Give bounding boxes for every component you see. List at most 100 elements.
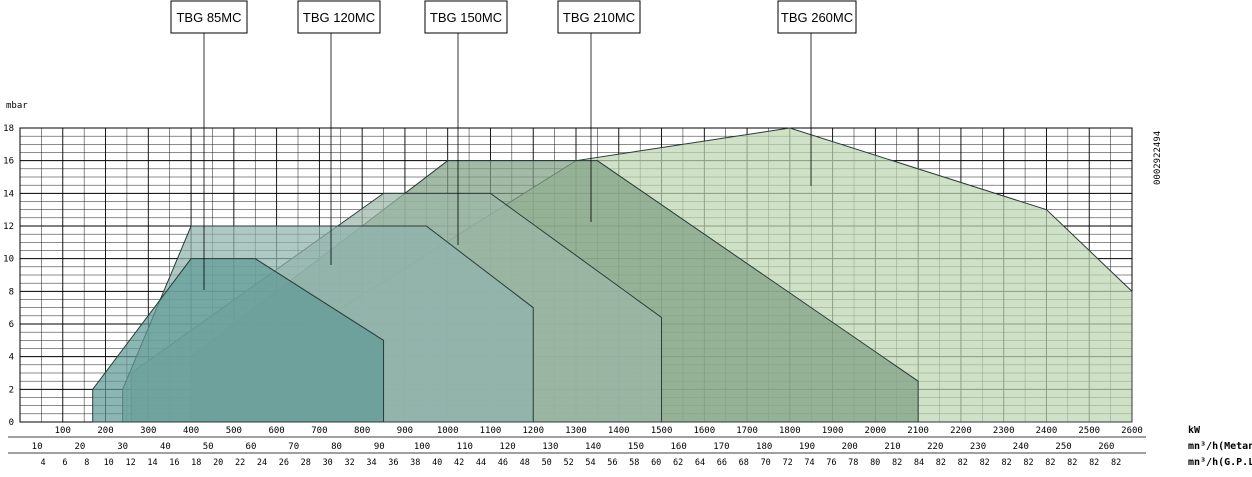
kw-tick-label: 500 — [226, 426, 242, 436]
gpl-tick-label: 10 — [104, 458, 114, 468]
gpl-tick-label: 8 — [84, 458, 89, 468]
gpl-tick-label: 28 — [301, 458, 311, 468]
gpl-tick-label: 36 — [388, 458, 398, 468]
gpl-tick-label: 4 — [40, 458, 45, 468]
y-axis-unit: mbar — [6, 101, 28, 111]
kw-tick-label: 800 — [354, 426, 370, 436]
y-tick-label: 14 — [3, 189, 14, 199]
metano-tick-label: 160 — [671, 442, 687, 452]
metano-tick-label: 210 — [884, 442, 900, 452]
gpl-tick-label: 72 — [782, 458, 792, 468]
gpl-tick-label: 82 — [1045, 458, 1055, 468]
y-tick-label: 10 — [3, 255, 14, 265]
metano-tick-label: 110 — [457, 442, 473, 452]
gpl-tick-label: 38 — [410, 458, 420, 468]
metano-tick-label: 140 — [585, 442, 601, 452]
kw-tick-label: 100 — [55, 426, 71, 436]
gpl-tick-label: 16 — [169, 458, 179, 468]
gpl-tick-label: 56 — [607, 458, 617, 468]
gpl-tick-label: 82 — [1089, 458, 1099, 468]
gpl-tick-label: 82 — [1067, 458, 1077, 468]
gpl-tick-label: 80 — [870, 458, 880, 468]
kw-tick-label: 600 — [268, 426, 284, 436]
metano-tick-label: 230 — [970, 442, 986, 452]
model-label-tbg-210mc: TBG 210MC — [557, 0, 641, 222]
working-areas — [92, 127, 1133, 423]
y-tick-label: 2 — [9, 385, 14, 395]
gpl-tick-label: 14 — [147, 458, 157, 468]
gpl-tick-label: 42 — [454, 458, 464, 468]
kw-tick-label: 1900 — [822, 426, 844, 436]
gpl-tick-label: 82 — [980, 458, 990, 468]
kw-tick-label: 1300 — [565, 426, 587, 436]
gpl-tick-label: 52 — [563, 458, 573, 468]
metano-tick-label: 250 — [1055, 442, 1071, 452]
drawing-code: 0002922494 — [1153, 131, 1163, 185]
metano-tick-label: 60 — [246, 442, 257, 452]
metano-tick-label: 190 — [799, 442, 815, 452]
label-text: TBG 260MC — [781, 10, 853, 25]
gpl-tick-label: 50 — [542, 458, 552, 468]
kw-tick-label: 900 — [397, 426, 413, 436]
gpl-tick-label: 82 — [892, 458, 902, 468]
metano-tick-label: 80 — [331, 442, 342, 452]
metano-tick-label: 70 — [288, 442, 299, 452]
gpl-tick-label: 82 — [1111, 458, 1121, 468]
metano-tick-label: 260 — [1098, 442, 1114, 452]
gpl-tick-label: 40 — [432, 458, 442, 468]
gpl-tick-label: 82 — [936, 458, 946, 468]
y-tick-label: 16 — [3, 157, 14, 167]
gpl-tick-label: 18 — [191, 458, 201, 468]
gpl-tick-label: 6 — [62, 458, 67, 468]
metano-tick-label: 220 — [927, 442, 943, 452]
kw-tick-label: 2200 — [950, 426, 972, 436]
gpl-tick-label: 30 — [323, 458, 333, 468]
label-text: TBG 85MC — [176, 10, 241, 25]
gpl-tick-label: 54 — [585, 458, 595, 468]
metano-tick-label: 130 — [542, 442, 558, 452]
kw-tick-label: 2000 — [865, 426, 887, 436]
gpl-tick-label: 60 — [651, 458, 661, 468]
y-tick-label: 4 — [9, 353, 14, 363]
label-box — [557, 0, 641, 34]
label-text: TBG 210MC — [563, 10, 635, 25]
y-tick-label: 8 — [9, 287, 14, 297]
kw-unit-label: kW — [1188, 425, 1201, 436]
label-box — [170, 0, 248, 34]
kw-tick-label: 400 — [183, 426, 199, 436]
gpl-tick-label: 22 — [235, 458, 245, 468]
gpl-tick-label: 82 — [958, 458, 968, 468]
gpl-tick-label: 82 — [1001, 458, 1011, 468]
kw-tick-label: 2600 — [1121, 426, 1143, 436]
gpl-tick-label: 66 — [717, 458, 727, 468]
kw-tick-label: 1400 — [608, 426, 630, 436]
gpl-tick-label: 12 — [125, 458, 135, 468]
kw-tick-label: 300 — [140, 426, 156, 436]
label-box — [297, 0, 381, 34]
metano-tick-label: 40 — [160, 442, 171, 452]
kw-tick-label: 2300 — [993, 426, 1015, 436]
kw-tick-label: 1600 — [693, 426, 715, 436]
y-tick-label: 12 — [3, 222, 14, 232]
model-label-tbg-85mc: TBG 85MC — [170, 0, 248, 290]
gpl-tick-label: 70 — [761, 458, 771, 468]
gpl-tick-label: 24 — [257, 458, 267, 468]
kw-tick-label: 200 — [97, 426, 113, 436]
metano-tick-label: 120 — [499, 442, 515, 452]
kw-tick-label: 2500 — [1078, 426, 1100, 436]
gpl-tick-label: 82 — [1023, 458, 1033, 468]
y-tick-label: 0 — [9, 418, 14, 428]
gpl-tick-label: 62 — [673, 458, 683, 468]
model-label-tbg-260mc: TBG 260MC — [777, 0, 857, 186]
kw-tick-label: 2400 — [1036, 426, 1058, 436]
kw-tick-label: 1000 — [437, 426, 459, 436]
metano-tick-label: 200 — [842, 442, 858, 452]
metano-tick-label: 90 — [374, 442, 385, 452]
label-box — [424, 0, 508, 34]
gpl-tick-label: 32 — [344, 458, 354, 468]
kw-tick-label: 1700 — [736, 426, 758, 436]
gpl-tick-label: 74 — [804, 458, 814, 468]
label-text: TBG 120MC — [303, 10, 375, 25]
